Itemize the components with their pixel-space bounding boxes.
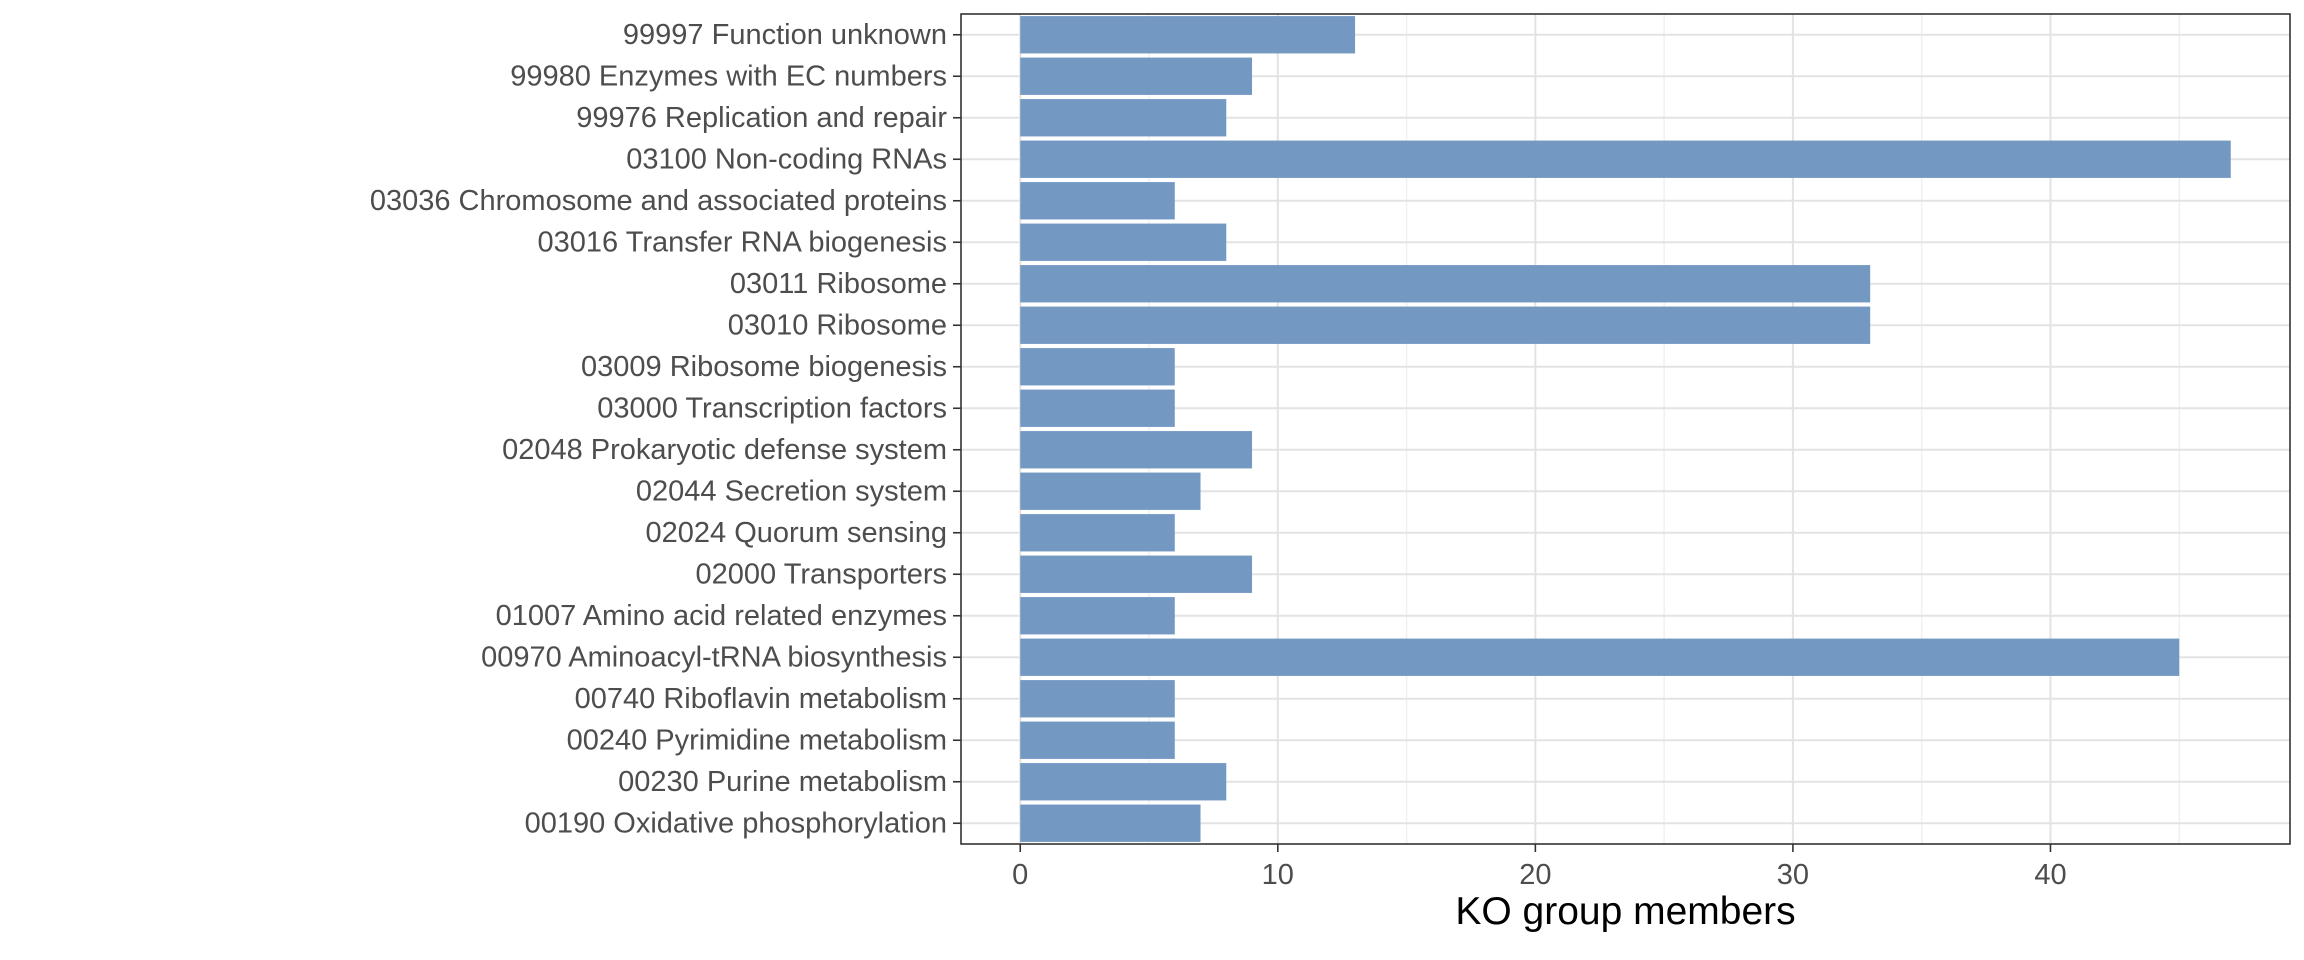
x-axis-title: KO group members	[1455, 890, 1795, 933]
bar	[1020, 721, 1175, 759]
category-label: 00240 Pyrimidine metabolism	[567, 724, 947, 756]
x-tick-label: 40	[2034, 859, 2066, 891]
bar	[1020, 306, 1871, 344]
category-label: 00230 Purine metabolism	[618, 766, 947, 798]
category-label: 03016 Transfer RNA biogenesis	[538, 226, 947, 258]
category-label: 03010 Ribosome	[728, 309, 947, 341]
y-axis-category-labels: 99997 Function unknown 99980 Enzymes with…	[370, 19, 947, 840]
category-label: 99976 Replication and repair	[576, 102, 947, 134]
category-label: 00190 Oxidative phosphorylation	[525, 807, 947, 839]
grid-lines	[961, 14, 2290, 844]
bar	[1020, 16, 1356, 54]
category-label: 99997 Function unknown	[623, 19, 947, 51]
bar	[1020, 265, 1871, 303]
bar	[1020, 472, 1201, 510]
category-label: 01007 Amino acid related enzymes	[496, 600, 947, 632]
category-label: 02024 Quorum sensing	[646, 517, 947, 549]
category-label: 03011 Ribosome	[730, 268, 947, 300]
x-axis-ticks	[1019, 844, 2052, 852]
bar	[1020, 680, 1175, 718]
bar	[1020, 348, 1175, 386]
bar	[1020, 514, 1175, 552]
bars	[1020, 16, 2231, 842]
plot-panel-border	[960, 13, 2291, 845]
category-label: 03036 Chromosome and associated proteins	[370, 185, 947, 217]
category-label: 03000 Transcription factors	[597, 392, 947, 424]
bar	[1020, 804, 1201, 842]
x-tick-label: 0	[1012, 859, 1028, 891]
bar	[1020, 223, 1227, 261]
bar	[1020, 389, 1175, 427]
bar	[1020, 431, 1253, 469]
bar	[1020, 57, 1253, 95]
x-tick-label: 20	[1519, 859, 1551, 891]
x-axis-tick-labels: 0 10 20 30 40	[1012, 859, 2066, 891]
category-label: 02000 Transporters	[696, 558, 947, 590]
category-label: 02044 Secretion system	[636, 475, 947, 507]
category-label: 03009 Ribosome biogenesis	[581, 351, 947, 383]
bar	[1020, 140, 2231, 178]
bar	[1020, 555, 1253, 593]
bar	[1020, 763, 1227, 801]
category-label: 00970 Aminoacyl-tRNA biosynthesis	[481, 641, 947, 673]
bar	[1020, 638, 2180, 676]
category-label: 99980 Enzymes with EC numbers	[510, 60, 947, 92]
bar	[1020, 182, 1175, 220]
x-tick-label: 30	[1777, 859, 1809, 891]
bar	[1020, 597, 1175, 635]
y-axis-ticks	[953, 33, 961, 825]
category-label: 00740 Riboflavin metabolism	[575, 683, 947, 715]
bar	[1020, 99, 1227, 137]
category-label: 03100 Non-coding RNAs	[626, 143, 947, 175]
category-label: 02048 Prokaryotic defense system	[502, 434, 947, 466]
x-tick-label: 10	[1262, 859, 1294, 891]
